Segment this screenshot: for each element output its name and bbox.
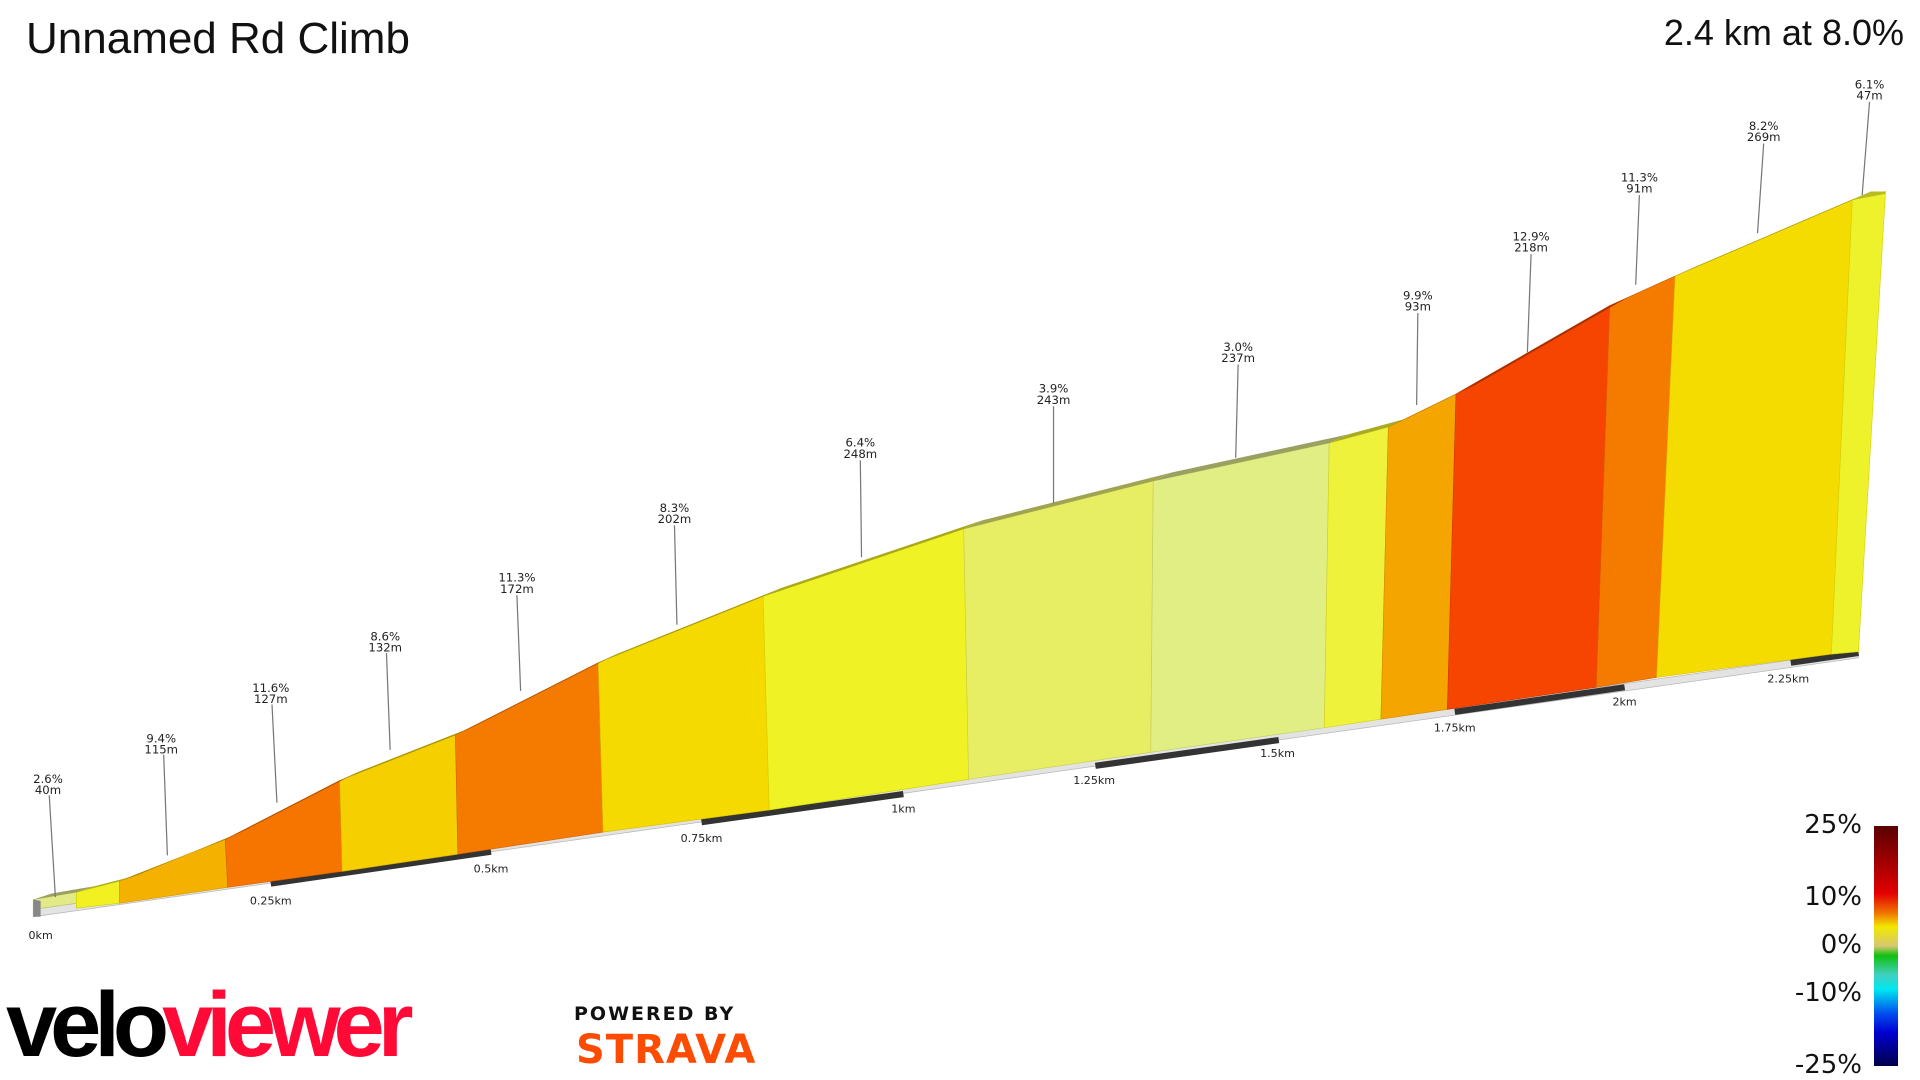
segment-face-10	[1380, 393, 1457, 720]
segment-face-5	[455, 662, 604, 855]
branding: veloviewer POWERED BY STRAVA	[6, 975, 806, 1075]
segment-face-11	[1447, 305, 1611, 710]
svg-text:6.4%248m: 6.4% 248m	[843, 436, 877, 461]
legend-label-neg10: -10%	[1794, 978, 1862, 1008]
climb-summary: 2.4 km at 8.0%	[1663, 12, 1904, 53]
segment-faces	[32, 191, 1886, 910]
legend-label-0: 0%	[1820, 930, 1862, 960]
segment-face-9	[1150, 442, 1330, 753]
svg-text:9.4%115m: 9.4% 115m	[144, 732, 178, 757]
start-cap	[33, 899, 41, 917]
svg-text:0km: 0km	[29, 929, 53, 942]
svg-text:11.3%91m: 11.3% 91m	[1621, 171, 1658, 196]
segment-labels: 2.6% 40m 9.4% 115m 11.6% 127m 8.6% 132m 11.3…	[33, 77, 1884, 797]
segment-face-1b	[76, 880, 120, 909]
legend-label-10: 10%	[1804, 882, 1862, 912]
gradient-colorbar	[1874, 826, 1898, 1066]
segment-face-4	[339, 734, 459, 872]
powered-by-text: POWERED BY	[574, 1003, 736, 1025]
svg-text:8.3%202m: 8.3% 202m	[658, 501, 692, 526]
km-stripes	[270, 649, 1859, 887]
svg-text:1km: 1km	[891, 802, 915, 815]
segment-face-8	[963, 480, 1154, 780]
gradient-color-legend: 25% 10% 0% -10% -25%	[1740, 810, 1920, 1080]
svg-text:11.6%127m: 11.6% 127m	[252, 681, 289, 706]
svg-text:11.3%172m: 11.3% 172m	[498, 571, 535, 596]
svg-text:1.75km: 1.75km	[1434, 721, 1476, 734]
segment-face-13	[1656, 199, 1853, 678]
svg-text:1.25km: 1.25km	[1073, 774, 1115, 787]
svg-text:0.5km: 0.5km	[474, 863, 509, 876]
segment-face-9b	[1323, 426, 1389, 729]
svg-text:3.0%237m: 3.0% 237m	[1221, 340, 1255, 365]
segment-face-2	[119, 839, 229, 904]
svg-text:0.25km: 0.25km	[250, 895, 292, 908]
segment-leaders	[48, 101, 1871, 898]
segment-face-6	[597, 596, 770, 833]
segment-face-3	[224, 780, 343, 888]
strava-logo: STRAVA	[576, 1027, 757, 1073]
svg-text:3.9%243m: 3.9% 243m	[1037, 382, 1071, 407]
legend-label-25: 25%	[1804, 810, 1862, 840]
svg-text:6.1%47m: 6.1% 47m	[1855, 77, 1885, 102]
veloviewer-logo: veloviewer	[6, 974, 414, 1076]
svg-text:2.6%40m: 2.6% 40m	[33, 772, 63, 797]
segment-face-7	[762, 528, 969, 811]
legend-label-neg25: -25%	[1794, 1050, 1862, 1080]
svg-text:2km: 2km	[1613, 696, 1637, 709]
svg-text:1.5km: 1.5km	[1260, 747, 1295, 760]
svg-text:8.2%269m: 8.2% 269m	[1747, 119, 1781, 144]
distance-tick-labels: 0km 0.25km 0.5km 0.75km 1km 1.25km 1.5km…	[29, 672, 1810, 941]
svg-text:9.9%93m: 9.9% 93m	[1403, 288, 1433, 313]
climb-title: Unnamed Rd Climb	[26, 14, 410, 63]
road-top-surface	[33, 191, 1886, 900]
svg-text:0.75km: 0.75km	[681, 832, 723, 845]
svg-text:2.25km: 2.25km	[1767, 672, 1809, 685]
svg-text:8.6%132m: 8.6% 132m	[368, 630, 402, 655]
svg-text:12.9%218m: 12.9% 218m	[1513, 230, 1550, 255]
